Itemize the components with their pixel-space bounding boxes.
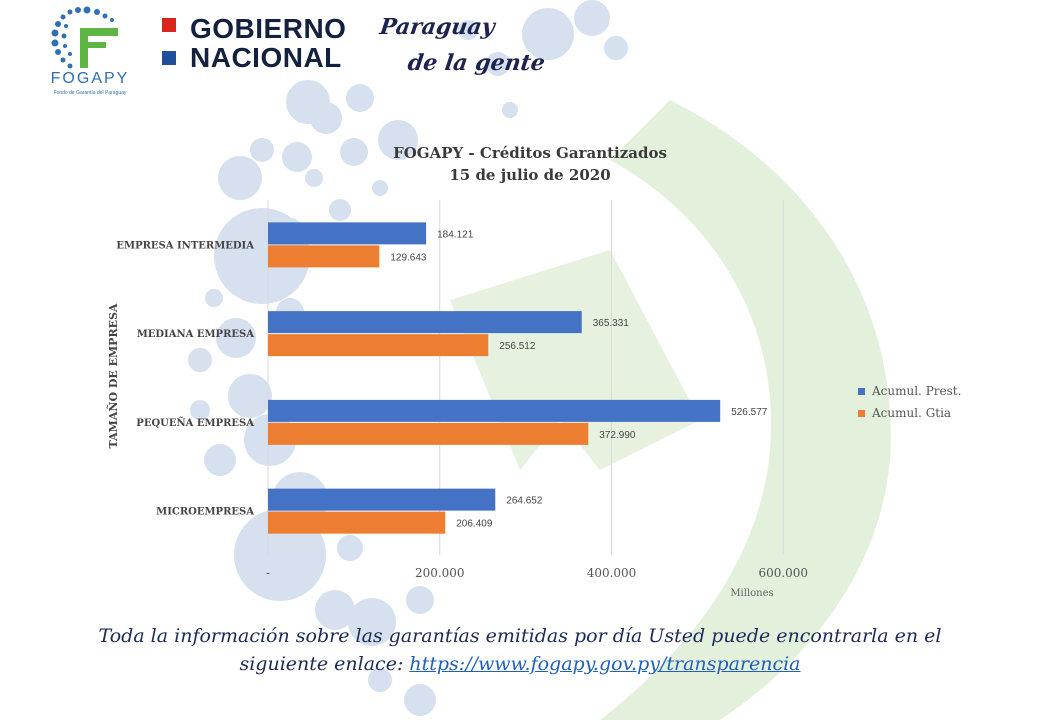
legend-label-gtia: Acumul. Gtia [872,406,952,420]
fogapy-emblem-icon [51,6,118,69]
fogapy-tagline: Fondo de Garantía del Paraguay [53,90,127,96]
nacional-text: NACIONAL [190,42,342,73]
y-category-label: EMPRESA INTERMEDIA [116,240,254,251]
legend-swatch-gtia [858,409,865,417]
y-axis-label: TAMAÑO DE EMPRESA [106,303,120,448]
bar-prest [268,399,721,422]
legend-item-gtia: Acumul. Gtia [858,402,961,424]
data-label: 129.643 [390,252,427,263]
fogapy-logo: FOGAPY Fondo de Garantía del Paraguay [40,6,140,98]
x-tick-label: 400.000 [587,566,637,580]
chart-legend: Acumul. Prest. Acumul. Gtia [858,380,961,424]
footer-text-line-2: siguiente enlace: https://www.fogapy.gov… [20,650,1020,678]
legend-label-prest: Acumul. Prest. [872,384,962,398]
bar-prest [268,222,427,245]
bar-prest [268,311,582,334]
legend-item-prest: Acumul. Prest. [858,380,961,402]
transparencia-link[interactable]: https://www.fogapy.gov.py/transparencia [409,653,801,675]
y-category-label: MICROEMPRESA [156,507,254,518]
bar-gtia [268,245,380,268]
legend-swatch-prest [858,387,865,395]
data-label: 184.121 [437,229,474,240]
gobierno-text: GOBIERNO [190,13,347,44]
y-category-label: MEDIANA EMPRESA [137,329,255,340]
y-category-label: PEQUEÑA EMPRESA [136,417,254,429]
data-label: 264.652 [506,496,543,507]
data-label: 372.990 [599,430,636,441]
bar-gtia [268,511,446,534]
data-label: 365.331 [593,318,630,329]
x-tick-label: 600.000 [758,566,808,580]
x-axis-label: Millones [730,588,773,599]
x-tick-label: 200.000 [415,566,465,580]
bar-gtia [268,334,489,357]
data-label: 206.409 [456,519,493,530]
footer-note: Toda la información sobre las garantías … [20,622,1020,678]
footer-text-prefix: siguiente enlace: [239,653,410,675]
fogapy-wordmark: FOGAPY [50,70,130,87]
footer-text-line-1: Toda la información sobre las garantías … [98,625,942,647]
data-label: 256.512 [499,341,536,352]
flag-red-square [162,18,176,32]
chart-subtitle: 15 de julio de 2020 [449,166,610,184]
chart-title: FOGAPY - Créditos Garantizados [393,144,667,162]
x-tick-label: - [266,566,270,580]
flag-blue-square [162,51,176,65]
bar-prest [268,488,496,511]
bar-gtia [268,422,589,445]
data-label: 526.577 [731,407,768,418]
